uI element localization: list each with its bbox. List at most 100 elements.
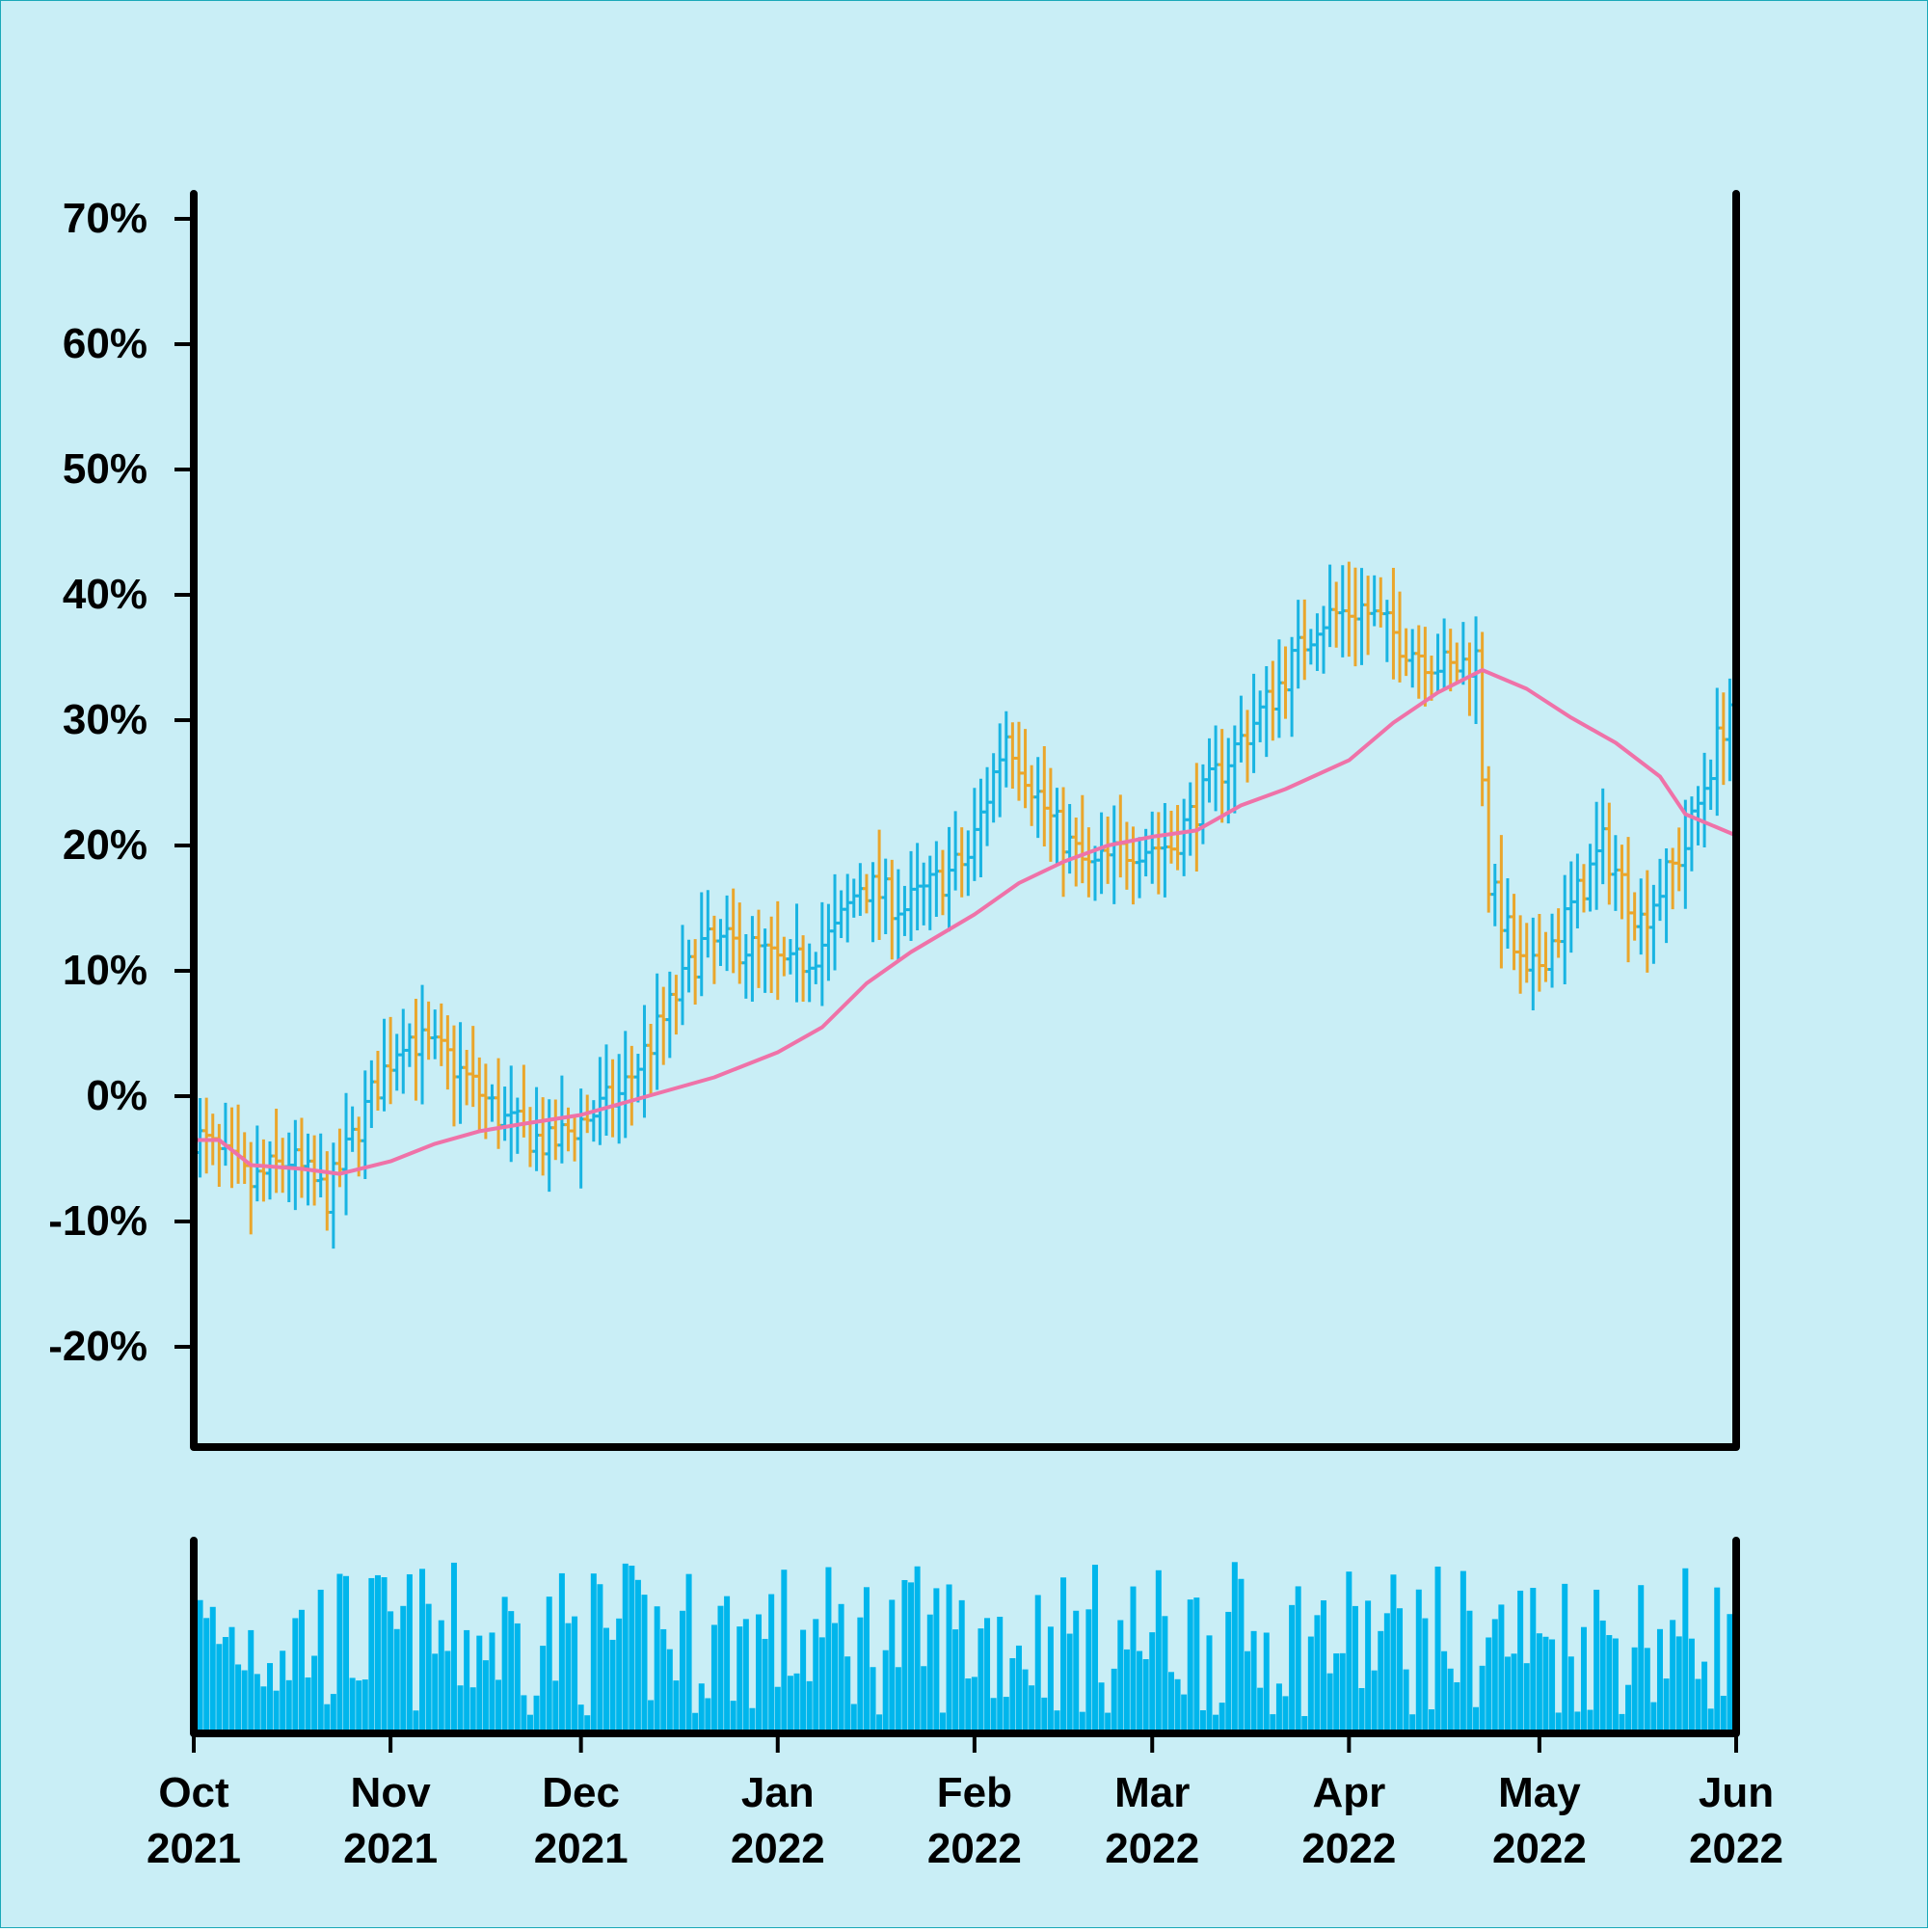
volume-bar	[565, 1623, 572, 1733]
volume-bar	[850, 1704, 857, 1733]
volume-bar	[419, 1569, 426, 1733]
volume-bar	[1523, 1663, 1530, 1733]
volume-bar	[1625, 1684, 1632, 1733]
volume-bar	[1022, 1669, 1029, 1733]
x-tick-label-year: 2021	[343, 1825, 438, 1872]
volume-bar	[292, 1618, 299, 1733]
price-y-tick-label: 20%	[63, 821, 147, 869]
volume-bar	[540, 1646, 547, 1733]
volume-bar	[1720, 1695, 1727, 1733]
volume-bar	[1383, 1613, 1390, 1733]
volume-bar	[476, 1635, 483, 1733]
volume-bar	[882, 1650, 889, 1733]
volume-panel: Oct 2021 Nov 2021 Dec 2021 Jan 2022 Feb 2022 Mar 20…	[147, 1537, 1783, 1872]
volume-bar	[197, 1599, 203, 1733]
volume-bar	[742, 1619, 749, 1733]
volume-bar	[1447, 1668, 1454, 1733]
volume-bar	[1257, 1687, 1264, 1733]
volume-bar	[1117, 1620, 1124, 1733]
volume-bar	[952, 1629, 959, 1733]
volume-bar	[228, 1626, 235, 1733]
volume-bar	[787, 1676, 793, 1733]
volume-bar	[1162, 1616, 1168, 1733]
volume-bar	[1282, 1696, 1289, 1733]
x-tick-label-year: 2022	[927, 1825, 1022, 1872]
volume-bar	[1498, 1604, 1505, 1733]
volume-bar	[673, 1680, 680, 1733]
volume-bar	[1682, 1568, 1689, 1733]
volume-bar	[413, 1710, 419, 1733]
volume-bar	[1199, 1709, 1206, 1733]
volume-bar	[1187, 1599, 1193, 1733]
volume-bar	[1599, 1620, 1606, 1733]
volume-bar	[1047, 1626, 1054, 1733]
volume-bar	[800, 1629, 807, 1733]
volume-bar	[838, 1603, 844, 1733]
volume-bar	[298, 1609, 305, 1733]
volume-bar	[1727, 1614, 1733, 1733]
volume-bar	[629, 1565, 635, 1733]
volume-bar	[1358, 1687, 1365, 1733]
volume-bar	[1562, 1583, 1568, 1733]
volume-bar	[1486, 1637, 1492, 1733]
volume-bar	[508, 1611, 515, 1733]
volume-bar	[602, 1627, 609, 1733]
x-tick-label-year: 2022	[1105, 1825, 1199, 1872]
volume-bar	[1142, 1659, 1149, 1733]
volume-bar	[818, 1637, 825, 1733]
volume-bar	[1307, 1636, 1314, 1733]
volume-bar	[997, 1617, 1004, 1733]
volume-bar	[756, 1614, 763, 1733]
volume-bar	[1675, 1636, 1682, 1733]
volume-bar	[1606, 1635, 1613, 1733]
volume-bar	[552, 1680, 559, 1733]
volume-bar	[1644, 1648, 1650, 1733]
volume-bar	[717, 1605, 724, 1733]
volume-bar	[1314, 1615, 1321, 1733]
price-y-tick-label: 70%	[63, 195, 147, 242]
volume-bar	[432, 1653, 439, 1733]
volume-bar	[1137, 1650, 1143, 1733]
volume-bar	[273, 1690, 280, 1733]
volume-bar	[526, 1714, 533, 1733]
volume-bar	[1656, 1628, 1663, 1733]
volume-bar	[558, 1572, 565, 1733]
volume-bar	[889, 1599, 896, 1733]
volume-bar	[762, 1638, 768, 1733]
volume-bar	[1536, 1633, 1542, 1733]
volume-bar	[1029, 1685, 1035, 1733]
volume-bar	[832, 1623, 839, 1733]
volume-bar	[1422, 1618, 1429, 1733]
volume-bar	[349, 1677, 356, 1733]
volume-bar	[749, 1707, 756, 1733]
volume-bar	[450, 1562, 457, 1733]
volume-bar	[1060, 1577, 1067, 1733]
volume-bar	[1238, 1578, 1245, 1733]
volume-bar	[1066, 1633, 1073, 1733]
volume-bar	[1574, 1711, 1581, 1733]
volume-bar	[679, 1610, 685, 1733]
volume-bar	[622, 1563, 629, 1733]
volume-bar	[1397, 1608, 1404, 1733]
volume-bar	[343, 1575, 350, 1733]
volume-bar	[793, 1673, 800, 1733]
volume-bar	[736, 1626, 743, 1733]
x-tick-label-month: Jan	[741, 1769, 815, 1816]
volume-bar	[260, 1686, 267, 1733]
volume-bar	[336, 1573, 343, 1733]
volume-bar	[1054, 1710, 1060, 1733]
volume-bar	[806, 1680, 813, 1733]
volume-bar	[1015, 1645, 1022, 1733]
volume-bar	[660, 1628, 667, 1733]
volume-bar	[1631, 1647, 1638, 1733]
volume-bar	[235, 1664, 242, 1733]
volume-bar	[1250, 1630, 1257, 1733]
volume-bar	[203, 1618, 210, 1733]
volume-bar	[895, 1667, 901, 1733]
volume-bar	[1105, 1712, 1111, 1733]
volume-bar	[216, 1644, 223, 1733]
volume-bar	[1466, 1610, 1473, 1733]
x-tick-label-year: 2021	[147, 1825, 241, 1872]
volume-bar	[1567, 1656, 1574, 1733]
